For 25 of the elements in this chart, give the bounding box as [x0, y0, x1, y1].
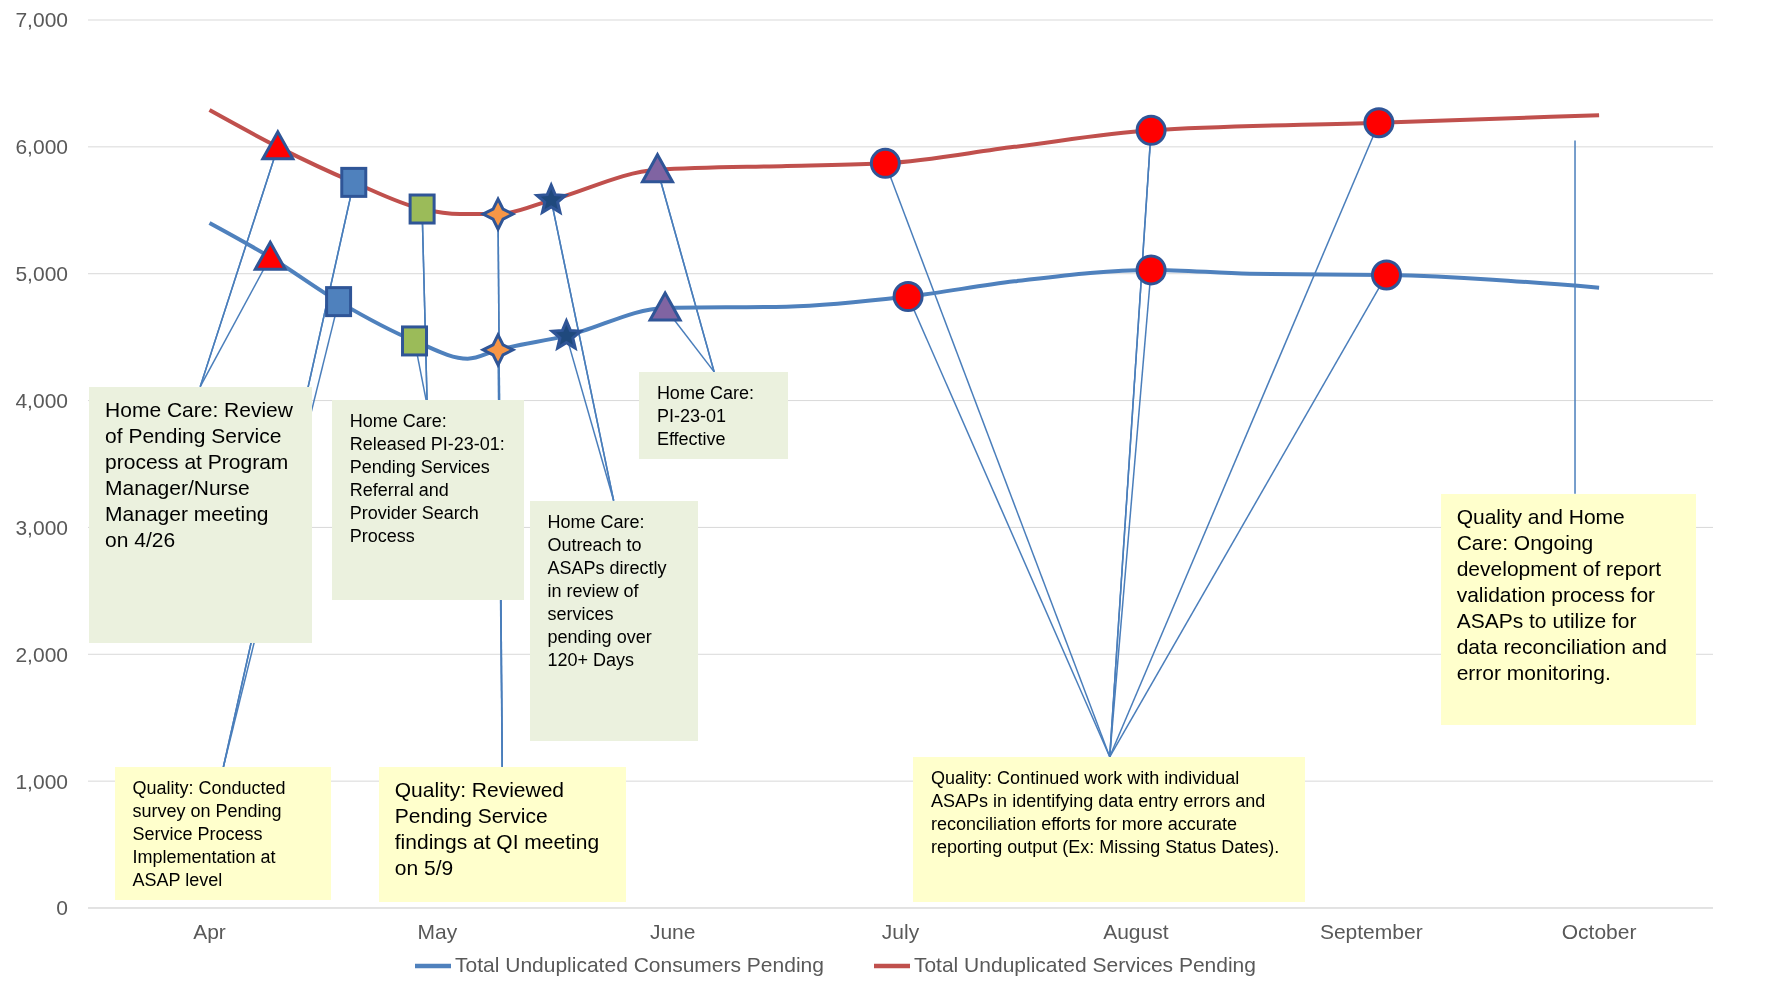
x-tick-label: June: [649, 919, 696, 943]
callout-box: Quality: Reviewed Pending Service findings at QI meeting on 5/9: [378, 766, 626, 903]
y-tick-label: 3,000: [15, 515, 68, 539]
y-tick-label: 7,000: [15, 8, 68, 32]
callout-box: Quality: Continued work with individual ASAPs in identifying data entry errors and reconciliation efforts for more accurate reporting output (Ex: Missing Status Dates).: [913, 756, 1306, 903]
callout-box: Home Care: Review of Pending Service process at Program Manager/Nurse Manager meeting on 4/26: [89, 386, 313, 643]
legend-label: Total Unduplicated Consumers Pending: [455, 952, 824, 976]
y-tick-label: 4,000: [15, 389, 68, 413]
y-tick-label: 5,000: [15, 262, 68, 286]
callout-box: Home Care: Outreach to ASAPs directly in review of services pending over 120+ Days: [529, 500, 698, 741]
x-tick-label: May: [417, 919, 458, 943]
x-tick-label: October: [1561, 919, 1637, 943]
x-tick-label: August: [1103, 919, 1169, 943]
y-tick-label: 2,000: [15, 642, 68, 666]
x-tick-label: July: [881, 919, 920, 943]
x-tick-label: Apr: [193, 919, 226, 943]
y-tick-label: 1,000: [15, 769, 68, 793]
legend-label: Total Unduplicated Services Pending: [913, 952, 1256, 976]
y-tick-label: 0: [56, 896, 68, 920]
callout-box: Home Care: Released PI-23-01: Pending Services Referral and Provider Search Process: [331, 400, 524, 600]
y-tick-label: 6,000: [15, 135, 68, 159]
callout-box: Quality and Home Care: Ongoing development of report validation process for ASAPs to utilize for data reconciliation and error monitoring.: [1440, 493, 1697, 726]
callout-box: Quality: Conducted survey on Pending Service Process Implementation at ASAP level: [114, 766, 331, 901]
callout-box: Home Care: PI-23-01 Effective: [638, 371, 789, 459]
x-tick-label: September: [1319, 919, 1423, 943]
